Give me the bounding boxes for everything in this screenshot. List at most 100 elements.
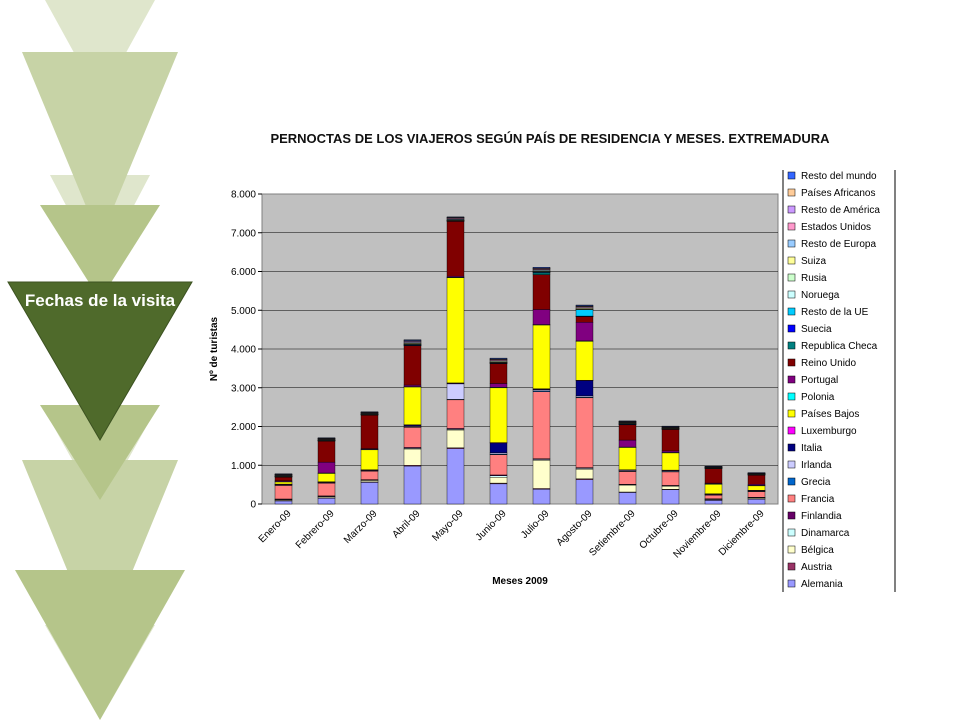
legend-swatch [787,239,796,248]
bar-segment [661,429,680,452]
bar-segment [446,448,465,505]
bar-segment [661,471,680,486]
bar-segment [618,484,637,493]
bar-segment [618,420,637,422]
bar-segment [489,442,508,454]
legend-label: Rusia [801,273,827,284]
legend-label: Resto del mundo [801,171,877,182]
bar-segment [317,472,336,482]
legend-swatch [787,188,796,197]
x-tick-label: Octubre-09 [637,508,680,551]
bar-segment [489,475,508,478]
bar-segment [661,450,680,453]
bar-segment [532,267,551,269]
legend-label: Austria [801,562,833,573]
y-tick-label: 0 [250,500,256,511]
bar-segment [446,216,465,218]
bar-segment [575,468,594,480]
legend-swatch [787,545,796,554]
bar-segment [403,339,422,341]
x-tick-label: Diciembre-09 [717,508,767,558]
legend-swatch [787,477,796,486]
bar-segment [489,383,508,388]
bar-segment [747,474,766,485]
bar-segment [532,309,551,325]
bar-segment [618,447,637,470]
legend-swatch [787,256,796,265]
legend-label: Reino Unido [801,358,856,369]
x-tick-label: Agosto-09 [555,508,595,548]
bar-segment [403,427,422,448]
y-tick-label: 5.000 [231,306,256,317]
legend-label: Países Bajos [801,409,859,420]
bar-segment [274,476,293,481]
y-tick-label: 3.000 [231,383,256,394]
bar-segment [704,468,723,484]
legend-label: Estados Unidos [801,222,871,233]
legend-swatch [787,392,796,401]
bar-segment [575,397,594,468]
bar-segment [489,477,508,484]
y-axis-label: Nº de turistas [209,316,220,381]
bar-segment [274,500,293,505]
legend-label: Bélgica [801,545,834,556]
legend-label: Países Africanos [801,188,875,199]
bar-segment [575,316,594,323]
chart-title: PERNOCTAS DE LOS VIAJEROS SEGÚN PAÍS DE … [270,131,830,146]
bar-segment [489,387,508,443]
x-tick-label: Mayo-09 [430,508,466,544]
bar-segment [661,485,680,490]
bar-segment [446,383,465,400]
legend-swatch [787,511,796,520]
bar-segment [274,485,293,500]
bar-segment [403,465,422,505]
bar-segment [274,473,293,475]
bar-segment [446,220,465,277]
bar-segment [661,425,680,427]
legend-swatch [787,324,796,333]
bar-segment [317,437,336,439]
bar-segment [403,448,422,466]
x-tick-label: Julio-09 [519,508,552,541]
bar-segment [360,449,379,470]
bar-segment [618,424,637,441]
legend-swatch [787,528,796,537]
bar-segment [489,454,508,476]
legend-label: Resto de América [801,205,880,216]
legend-swatch [787,273,796,282]
bar-segment [618,471,637,485]
bar-segment [403,384,422,387]
stacked-bar-chart: 0 1.000 2.000 3.000 4.000 5.000 6.000 7.000 8.00… [209,170,896,592]
x-tick-label: Abril-09 [390,508,422,540]
legend-swatch [787,341,796,350]
bar-segment [747,472,766,474]
bar-segment [489,483,508,505]
bar-segment [575,304,594,306]
bar-segment [446,399,465,429]
legend-label: Alemania [801,579,843,590]
legend-swatch [787,205,796,214]
bar-segment [575,479,594,505]
legend-label: Suecia [801,324,832,335]
y-tick-label: 8.000 [231,190,256,201]
legend-swatch [787,426,796,435]
bar-segment [618,492,637,505]
x-tick-label: Febrero-09 [294,508,337,551]
legend-label: Luxemburgo [801,426,857,437]
legend-label: Dinamarca [801,528,850,539]
x-tick-label: Setiembre-09 [587,508,638,559]
legend-swatch [787,579,796,588]
legend-label: Republica Checa [801,341,878,352]
legend-swatch [787,290,796,299]
legend-label: Resto de la UE [801,307,869,318]
bar-segment [532,274,551,310]
x-tick-label: Enero-09 [257,508,294,545]
bar-segment [747,485,766,491]
legend-swatch [787,409,796,418]
legend-swatch [787,222,796,231]
bar-segment [360,411,379,413]
legend-label: Resto de Europa [801,239,876,250]
legend-swatch [787,443,796,452]
legend-label: Francia [801,494,835,505]
bar-segment [618,439,637,448]
